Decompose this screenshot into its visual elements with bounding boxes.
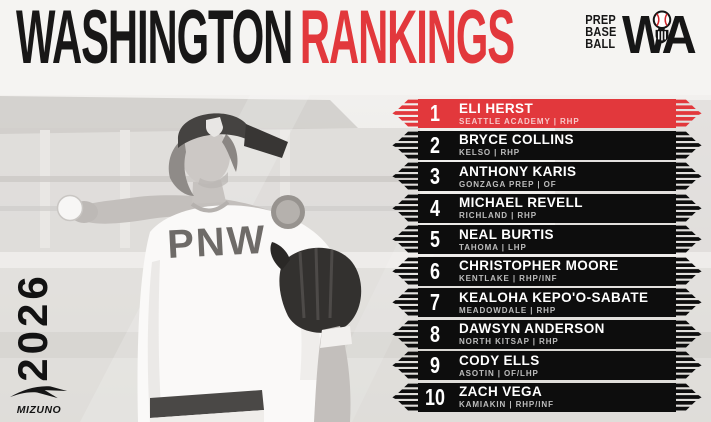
rank-number: 5 <box>430 226 440 252</box>
ranking-row-4: 4 MICHAEL REVELL RICHLAND | RHP <box>392 193 702 223</box>
player-name: CHRISTOPHER MOORE <box>459 258 619 273</box>
player-details: TAHOMA | LHP <box>459 242 527 252</box>
rank-number: 3 <box>430 163 440 189</box>
row-left-stripes-icon <box>392 162 418 191</box>
ranking-row-10: 10 ZACH VEGA KAMIAKIN | RHP/INF <box>392 382 702 412</box>
row-right-stripes-icon <box>676 194 702 221</box>
row-right-stripes-icon <box>676 131 702 158</box>
row-left-stripes-icon <box>392 131 418 160</box>
rank-number: 1 <box>430 100 440 126</box>
player-name: CODY ELLS <box>459 352 540 368</box>
player-name: NEAL BURTIS <box>459 226 554 242</box>
player-details: KELSO | RHP <box>459 148 521 157</box>
player-details: KAMIAKIN | RHP/INF <box>459 400 554 409</box>
player-name: ELI HERST <box>459 100 534 116</box>
row-right-stripes-icon <box>676 99 702 127</box>
glove <box>279 247 362 333</box>
wa-mark: WA <box>622 8 701 62</box>
player-details: MEADOWDALE | RHP <box>459 305 557 315</box>
page-title: WASHINGTON RANKINGS <box>16 0 515 76</box>
rank-number: 6 <box>430 257 440 284</box>
rank-number: 8 <box>430 320 440 347</box>
ranking-row-9: 9 CODY ELLS ASOTIN | OF/LHP <box>392 351 702 380</box>
season-year: 2026 <box>9 272 56 382</box>
mizuno-logo: MIZUNO <box>6 384 72 416</box>
rank-number: 9 <box>430 352 440 378</box>
rank-number: 10 <box>425 383 445 410</box>
row-left-stripes-icon <box>392 99 418 128</box>
title-rankings: RANKINGS <box>299 0 515 80</box>
row-right-stripes-icon <box>676 288 702 316</box>
rank-number: 2 <box>430 131 440 158</box>
player-name: KEALOHA KEPO'O-SABATE <box>459 289 649 305</box>
player-details: KENTLAKE | RHP/INF <box>459 274 558 283</box>
player-name: MICHAEL REVELL <box>459 195 583 210</box>
ranking-row-6: 6 CHRISTOPHER MOORE KENTLAKE | RHP/INF <box>392 256 702 286</box>
row-left-stripes-icon <box>392 288 418 317</box>
ranking-row-2: 2 BRYCE COLLINS KELSO | RHP <box>392 130 702 160</box>
player-details: NORTH KITSAP | RHP <box>459 337 559 346</box>
prep-baseball-wordmark: PREP BASE BALL <box>585 13 617 51</box>
row-right-stripes-icon <box>676 320 702 347</box>
row-left-stripes-icon <box>392 194 418 223</box>
row-left-stripes-icon <box>392 320 418 349</box>
baseball-shield-icon <box>652 10 672 44</box>
mizuno-wordmark: MIZUNO <box>16 404 62 416</box>
ranking-row-1: 1 ELI HERST SEATTLE ACADEMY | RHP <box>392 99 702 128</box>
player-details: GONZAGA PREP | OF <box>459 179 557 189</box>
row-right-stripes-icon <box>676 162 702 190</box>
brand-line-ball: BALL <box>585 36 616 51</box>
row-right-stripes-icon <box>676 257 702 284</box>
grandstand-roof <box>0 96 358 134</box>
belt <box>150 390 264 418</box>
player-details: ASOTIN | OF/LHP <box>459 368 539 378</box>
player-name: BRYCE COLLINS <box>459 132 574 147</box>
pitcher-figure: PNW <box>56 113 362 422</box>
row-right-stripes-icon <box>676 351 702 379</box>
row-left-stripes-icon <box>392 383 418 412</box>
row-left-stripes-icon <box>392 351 418 380</box>
title-washington: WASHINGTON <box>16 0 293 80</box>
prep-baseball-wa-logo: PREP BASE BALL WA <box>581 8 701 62</box>
player-details: SEATTLE ACADEMY | RHP <box>459 116 580 126</box>
row-right-stripes-icon <box>676 225 702 253</box>
ranking-row-7: 7 KEALOHA KEPO'O-SABATE MEADOWDALE | RHP <box>392 288 702 317</box>
player-name: DAWSYN ANDERSON <box>459 321 605 336</box>
brand-line-prep: PREP <box>585 13 617 27</box>
player-name: ANTHONY KARIS <box>459 163 577 179</box>
player-details: RICHLAND | RHP <box>459 211 537 220</box>
cap-brim <box>244 124 288 158</box>
cap-logo <box>206 117 223 137</box>
player-name: ZACH VEGA <box>459 384 543 399</box>
row-right-stripes-icon <box>676 383 702 410</box>
brand-line-base: BASE <box>585 24 617 39</box>
row-left-stripes-icon <box>392 225 418 254</box>
ranking-row-8: 8 DAWSYN ANDERSON NORTH KITSAP | RHP <box>392 319 702 349</box>
rankings-list: 1 ELI HERST SEATTLE ACADEMY | RHP 2 BRYC… <box>392 99 702 414</box>
ranking-row-5: 5 NEAL BURTIS TAHOMA | LHP <box>392 225 702 254</box>
mizuno-runbird-icon <box>9 386 68 399</box>
ranking-row-3: 3 ANTHONY KARIS GONZAGA PREP | OF <box>392 162 702 191</box>
jersey-text: PNW <box>166 218 267 267</box>
baseball <box>56 194 84 222</box>
row-left-stripes-icon <box>392 257 418 286</box>
rank-number: 4 <box>430 194 440 221</box>
rank-number: 7 <box>430 289 440 315</box>
face <box>182 128 230 184</box>
